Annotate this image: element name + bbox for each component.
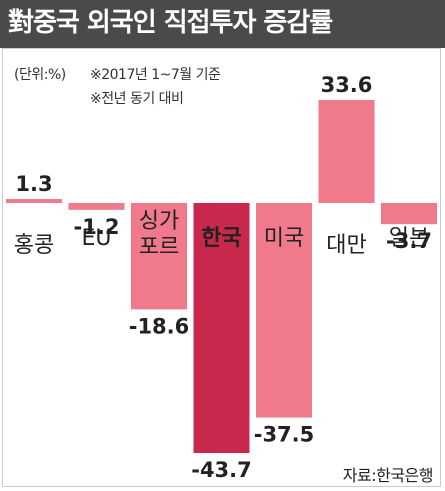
- category-label-2-1: 포르: [139, 235, 179, 260]
- value-label-0: 1.3: [15, 172, 52, 196]
- category-label-0: 홍콩: [14, 233, 54, 258]
- category-label-2-0: 싱가: [139, 209, 179, 234]
- category-label-6: 일본: [389, 226, 429, 251]
- value-label-4: -37.5: [254, 423, 315, 447]
- bar-2: [131, 203, 187, 310]
- chart-frame: [2, 48, 441, 487]
- value-label-5: 33.6: [321, 73, 373, 97]
- chart-title: 對중국 외국인 직접투자 증감률: [8, 8, 333, 38]
- category-label-3: 한국: [201, 226, 241, 251]
- bar-6: [381, 203, 437, 225]
- category-label-1: EU: [81, 226, 111, 251]
- value-label-1: -1.2: [74, 215, 120, 239]
- comparison-note: ※전년 동기 대비: [90, 91, 184, 107]
- value-label-3: -43.7: [191, 458, 252, 482]
- value-label-2: -18.6: [129, 314, 190, 338]
- unit-note: (단위:%): [14, 67, 66, 83]
- bar-5: [318, 100, 375, 203]
- title-bar: 對중국 외국인 직접투자 증감률: [0, 0, 445, 48]
- bar-3: [193, 203, 250, 453]
- category-label-4: 미국: [264, 226, 304, 251]
- category-label-5: 대만: [326, 233, 366, 258]
- value-label-6: -3.7: [386, 229, 432, 253]
- bar-0: [6, 199, 62, 203]
- source-note: 자료:한국은행: [342, 466, 434, 485]
- period-note: ※2017년 1~7월 기준: [90, 67, 221, 83]
- bar-1: [68, 203, 125, 210]
- bar-4: [256, 203, 312, 418]
